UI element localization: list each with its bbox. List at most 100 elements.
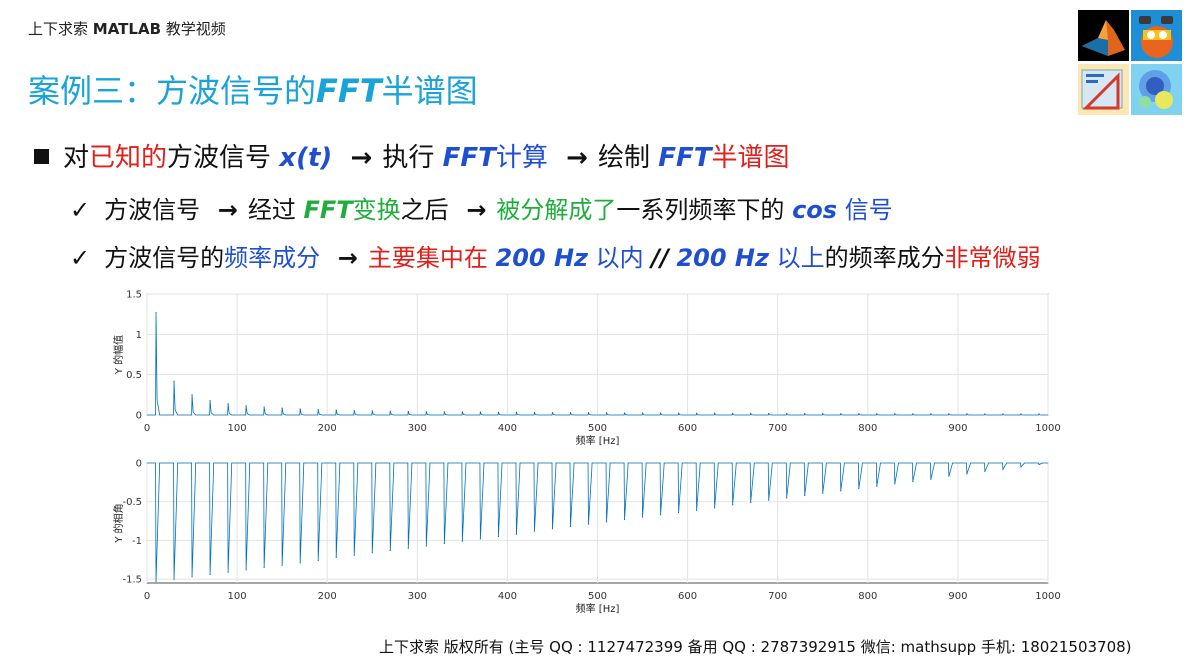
data-point (461, 411, 463, 413)
x-tick-label: 1000 (1035, 591, 1060, 602)
data-point (822, 492, 824, 494)
x-tick-label: 200 (318, 591, 337, 602)
data-point (551, 528, 554, 530)
matlab-logo-icon (1078, 10, 1129, 61)
data-point (1038, 413, 1040, 415)
data-point (984, 470, 986, 473)
data-point (317, 408, 319, 411)
arrow-icon: → (337, 244, 358, 272)
data-point (659, 412, 662, 414)
data-point (479, 411, 481, 413)
y-tick-label: 1 (136, 330, 142, 341)
data-point (984, 413, 986, 415)
data-point (497, 535, 499, 538)
data-point (1020, 413, 1022, 415)
x-tick-label: 0 (144, 423, 150, 434)
data-point (750, 501, 752, 504)
data-point (1002, 468, 1004, 470)
brand-label: 上下求索 MATLAB 教学视频 (28, 20, 226, 38)
data-point (768, 412, 770, 415)
data-point (768, 499, 770, 501)
data-point (605, 521, 608, 523)
x-tick-label: 400 (498, 423, 517, 434)
data-point (677, 412, 680, 414)
data-point (840, 413, 842, 415)
bullet-line-2: ✓ 方波信号 → 经过 FFT变换之后 → 被分解成了一系列频率下的 cos 信号 (70, 196, 893, 224)
y-tick-label: -1.5 (122, 575, 142, 586)
data-point (858, 413, 860, 415)
data-point (623, 412, 626, 414)
data-point (407, 410, 409, 413)
data-point (479, 538, 481, 540)
arrow-icon: → (466, 196, 487, 224)
y-axis-label: Y 的幅值 (112, 335, 125, 375)
data-point (209, 573, 211, 576)
data-point (677, 511, 680, 514)
x-tick-label: 600 (678, 591, 697, 602)
data-point (732, 504, 734, 506)
data-point (551, 412, 554, 414)
x-tick-label: 800 (858, 423, 877, 434)
data-point (155, 580, 157, 583)
x-tick-label: 700 (768, 591, 787, 602)
x-tick-label: 0 (144, 591, 150, 602)
data-point (750, 412, 752, 415)
y-tick-label: 0 (136, 411, 142, 422)
data-point (1038, 463, 1040, 466)
x-tick-label: 900 (948, 591, 967, 602)
data-point (335, 556, 337, 559)
data-point (497, 411, 499, 414)
arrow-icon: → (566, 143, 588, 173)
data-point (804, 413, 806, 415)
data-point (822, 413, 824, 415)
data-point (425, 545, 427, 547)
data-point (587, 523, 590, 525)
data-point (569, 525, 572, 528)
data-point (389, 410, 391, 412)
y-tick-label: 1.5 (126, 290, 142, 301)
arrow-icon: → (350, 143, 373, 173)
data-point (173, 578, 175, 580)
data-point (443, 411, 445, 413)
y-tick-label: -0.5 (122, 497, 142, 508)
checkmark-icon: ✓ (70, 196, 91, 224)
data-point (245, 569, 247, 571)
plot-area-1 (146, 462, 1049, 584)
data-point (659, 514, 662, 516)
data-point (840, 490, 842, 492)
data-point (371, 410, 373, 412)
data-point (281, 564, 283, 566)
data-point (353, 409, 355, 412)
data-point (533, 530, 536, 532)
data-point (443, 542, 445, 545)
bullet-line-1: 对已知的方波信号 x(t) → 执行 FFT计算 → 绘制 FFT半谱图 (34, 137, 790, 174)
y-tick-label: -1 (132, 536, 142, 547)
data-point (714, 412, 716, 414)
heatmap-icon (1131, 64, 1182, 115)
data-point (605, 412, 608, 414)
data-point (696, 412, 698, 414)
data-point (191, 576, 193, 578)
data-point (876, 413, 878, 415)
data-point (966, 473, 968, 475)
data-point (317, 559, 319, 562)
corner-icons (1078, 10, 1184, 116)
x-axis-label: 频率 [Hz] (576, 602, 620, 615)
x-tick-label: 500 (588, 591, 607, 602)
data-point (876, 485, 878, 487)
data-point (461, 540, 463, 542)
data-point (299, 408, 301, 410)
y-tick-label: 0 (136, 459, 142, 470)
x-tick-label: 800 (858, 591, 877, 602)
data-point (227, 571, 229, 573)
x-tick-label: 100 (228, 423, 247, 434)
data-point (786, 412, 788, 415)
data-point (930, 478, 932, 480)
data-point (930, 413, 932, 415)
data-point (533, 412, 536, 414)
data-point (569, 412, 572, 414)
data-point (227, 403, 229, 405)
x-tick-label: 400 (498, 591, 517, 602)
data-point (786, 497, 788, 499)
data-point (732, 412, 734, 415)
